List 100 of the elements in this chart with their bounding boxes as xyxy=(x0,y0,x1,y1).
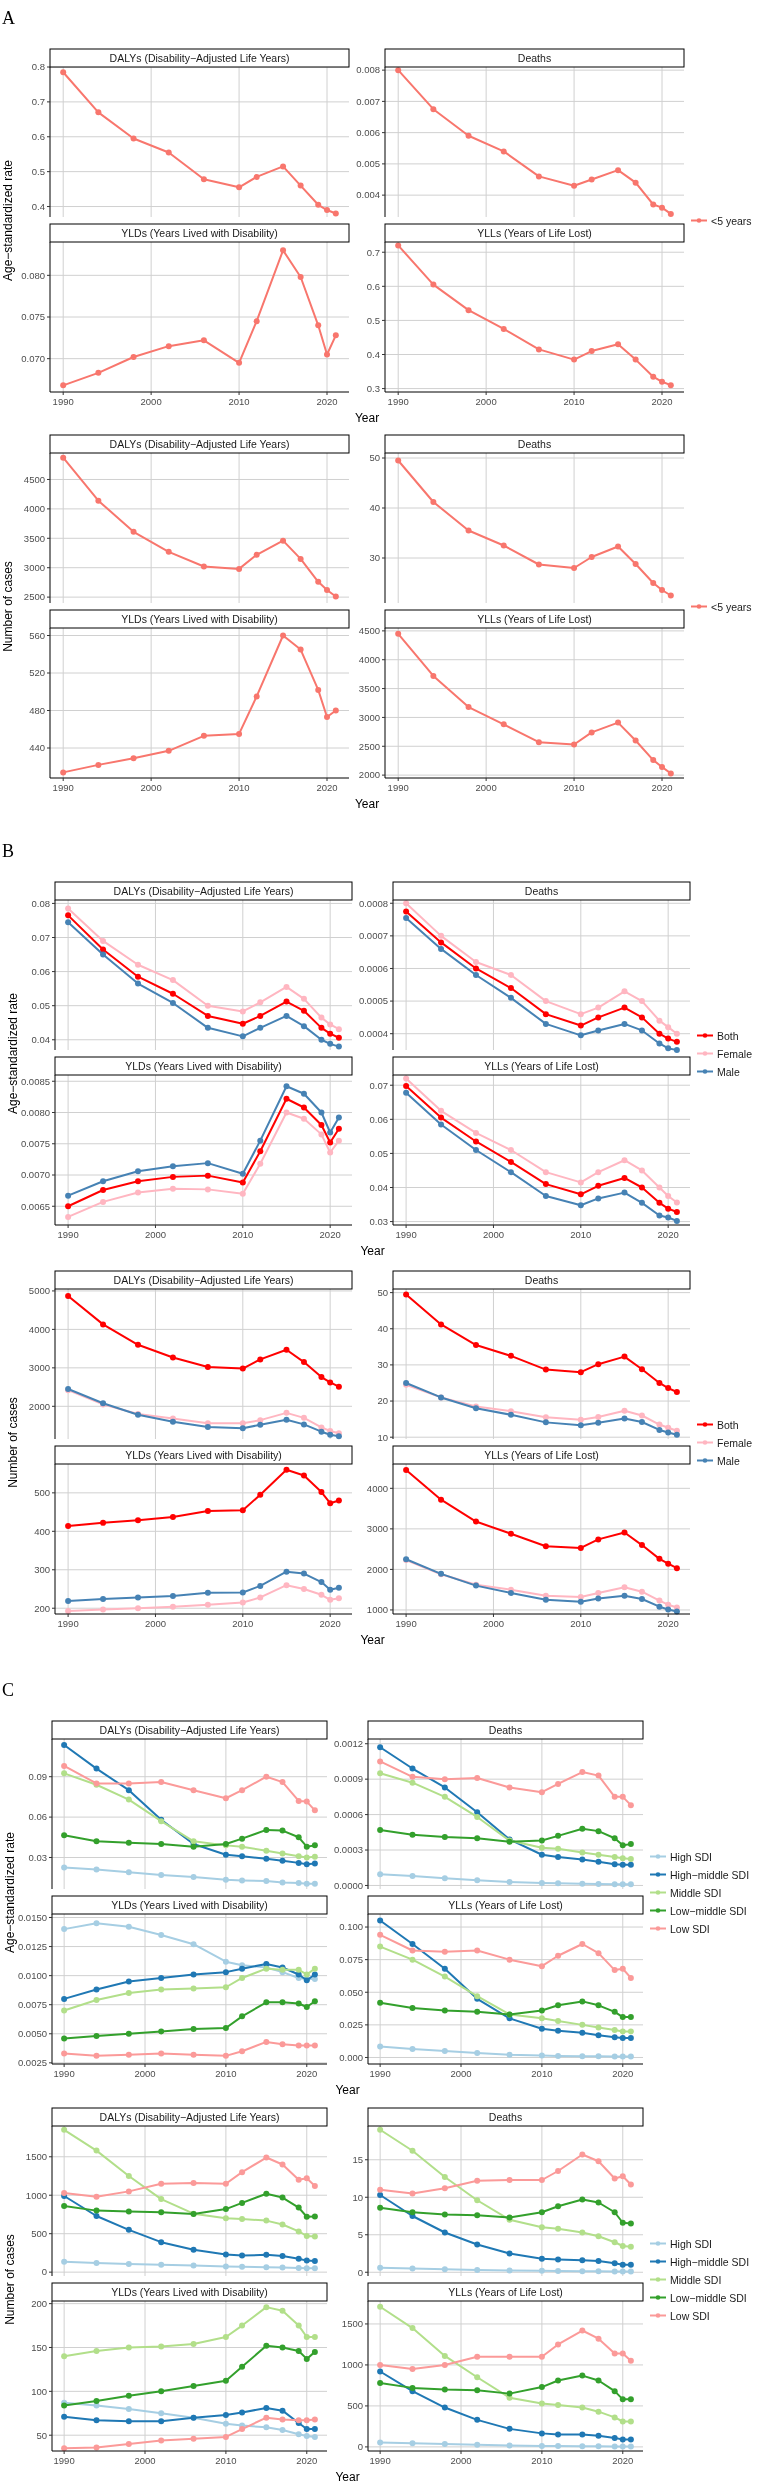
y-tick-label: 0.070 xyxy=(21,352,45,364)
y-tick-label: 0.06 xyxy=(28,1811,47,1823)
y-tick-label: 440 xyxy=(29,742,45,754)
y-tick-label: 0.005 xyxy=(356,158,380,170)
y-tick-label: 0.008 xyxy=(356,64,380,76)
legend-label: Middle SDI xyxy=(670,1886,722,1899)
chart-title: DALYs (Disability−Adjusted Life Years) xyxy=(109,52,290,64)
y-tick-label: 200 xyxy=(31,2297,47,2309)
y-tick-label: 0.100 xyxy=(339,1921,363,1933)
y-tick-label: 0.0075 xyxy=(20,1138,50,1150)
y-tick-label: 15 xyxy=(352,2154,363,2166)
y-tick-label: 0.0012 xyxy=(333,1738,363,1750)
chart-title: YLDs (Years Lived with Disability) xyxy=(121,227,278,239)
y-tick-label: 100 xyxy=(31,2385,47,2397)
legend-label: High−middle SDI xyxy=(670,1868,750,1881)
y-tick-label: 0.05 xyxy=(369,1147,388,1159)
x-tick-label: 2010 xyxy=(570,1618,592,1629)
x-axis-title: Year xyxy=(354,411,380,425)
text: C xyxy=(2,1680,15,1700)
chart-title: YLLs (Years of Life Lost) xyxy=(477,613,592,625)
y-tick-label: 50 xyxy=(369,452,380,464)
chart-title: YLDs (Years Lived with Disability) xyxy=(111,1899,268,1911)
y-tick-label: 480 xyxy=(29,704,45,716)
x-tick-label: 2000 xyxy=(482,1229,505,1240)
x-tick-label: 2000 xyxy=(475,782,497,793)
legend-label: Both xyxy=(717,1418,739,1431)
chart-title: YLDs (Years Lived with Disability) xyxy=(111,2286,268,2298)
chart-title: Deaths xyxy=(517,438,552,450)
y-tick-label: 560 xyxy=(29,629,45,641)
x-tick-label: 2010 xyxy=(232,1229,254,1240)
y-tick-label: 0.0005 xyxy=(358,995,388,1007)
x-tick-label: 2010 xyxy=(215,2068,237,2079)
x-tick-label: 2010 xyxy=(228,396,250,407)
x-tick-label: 1990 xyxy=(369,2068,391,2079)
y-axis-title: Number of cases xyxy=(3,2234,17,2325)
y-tick-label: 0.5 xyxy=(31,165,45,177)
y-tick-label: 0.050 xyxy=(339,1986,363,1998)
y-tick-label: 4500 xyxy=(23,473,45,485)
x-tick-label: 2000 xyxy=(450,2068,472,2079)
x-tick-label: 2020 xyxy=(316,396,338,407)
chart-title: YLLs (Years of Life Lost) xyxy=(448,1899,563,1911)
y-tick-label: 0.03 xyxy=(369,1215,388,1227)
x-tick-label: 2020 xyxy=(657,1618,679,1629)
chart-title: Deaths xyxy=(524,885,559,897)
y-tick-label: 0.0025 xyxy=(17,2057,47,2069)
chart-title: YLDs (Years Lived with Disability) xyxy=(125,1060,282,1072)
y-tick-label: 0.09 xyxy=(28,1771,47,1783)
y-tick-label: 0 xyxy=(357,2266,363,2278)
y-tick-label: 0 xyxy=(357,2441,363,2453)
x-tick-label: 2010 xyxy=(215,2455,237,2466)
y-tick-label: 0.8 xyxy=(31,61,45,73)
y-tick-label: 0.4 xyxy=(31,200,45,212)
x-tick-label: 2010 xyxy=(232,1618,254,1629)
y-tick-label: 1000 xyxy=(341,2359,363,2371)
x-tick-label: 2000 xyxy=(134,2068,156,2079)
legend-label: Female xyxy=(717,1436,753,1449)
y-tick-label: 150 xyxy=(31,2341,47,2353)
y-tick-label: 5000 xyxy=(28,1285,50,1297)
y-tick-label: 0.3 xyxy=(366,382,380,394)
chart-title: DALYs (Disability−Adjusted Life Years) xyxy=(113,885,294,897)
chart-title: YLLs (Years of Life Lost) xyxy=(484,1449,599,1461)
y-tick-label: 0.7 xyxy=(366,246,380,258)
y-tick-label: 0.0150 xyxy=(17,1911,47,1923)
y-tick-label: 0.04 xyxy=(369,1181,388,1193)
x-tick-label: 2010 xyxy=(563,396,585,407)
y-tick-label: 2500 xyxy=(358,740,380,752)
y-tick-label: 2000 xyxy=(366,1563,388,1575)
y-axis-title: Age−standardized rate xyxy=(6,992,20,1115)
x-tick-label: 1990 xyxy=(53,2068,75,2079)
y-tick-label: 40 xyxy=(369,502,380,514)
x-tick-label: 2010 xyxy=(563,782,585,793)
y-tick-label: 0.0125 xyxy=(17,1940,47,1952)
text: B xyxy=(2,841,15,861)
y-tick-label: 1000 xyxy=(366,1604,388,1616)
y-tick-label: 3500 xyxy=(23,532,45,544)
x-tick-label: 1990 xyxy=(52,782,74,793)
chart-title: YLDs (Years Lived with Disability) xyxy=(125,1449,282,1461)
y-tick-label: 0.025 xyxy=(339,2019,363,2031)
legend-label: Both xyxy=(717,1029,739,1042)
chart-title: DALYs (Disability−Adjusted Life Years) xyxy=(99,1724,280,1736)
chart-title: DALYs (Disability−Adjusted Life Years) xyxy=(113,1274,294,1286)
x-tick-label: 1990 xyxy=(387,396,409,407)
y-tick-label: 0.080 xyxy=(21,269,45,281)
y-tick-label: 0.0006 xyxy=(333,1808,363,1820)
y-tick-label: 0.0100 xyxy=(17,1969,47,1981)
y-tick-label: 0.03 xyxy=(28,1851,47,1863)
chart-title: YLLs (Years of Life Lost) xyxy=(477,227,592,239)
y-tick-label: 520 xyxy=(29,667,45,679)
y-tick-label: 5 xyxy=(357,2229,363,2241)
x-tick-label: 2020 xyxy=(651,396,673,407)
y-tick-label: 4000 xyxy=(23,503,45,515)
y-tick-label: 0.006 xyxy=(356,126,380,138)
y-tick-label: 2000 xyxy=(358,769,380,781)
y-tick-label: 0.0003 xyxy=(333,1844,363,1856)
y-tick-label: 500 xyxy=(34,1487,50,1499)
y-tick-label: 1500 xyxy=(25,2151,47,2163)
y-tick-label: 0.05 xyxy=(31,1000,50,1012)
x-tick-label: 1990 xyxy=(395,1229,417,1240)
x-tick-label: 2020 xyxy=(319,1229,341,1240)
x-tick-label: 2020 xyxy=(319,1618,341,1629)
